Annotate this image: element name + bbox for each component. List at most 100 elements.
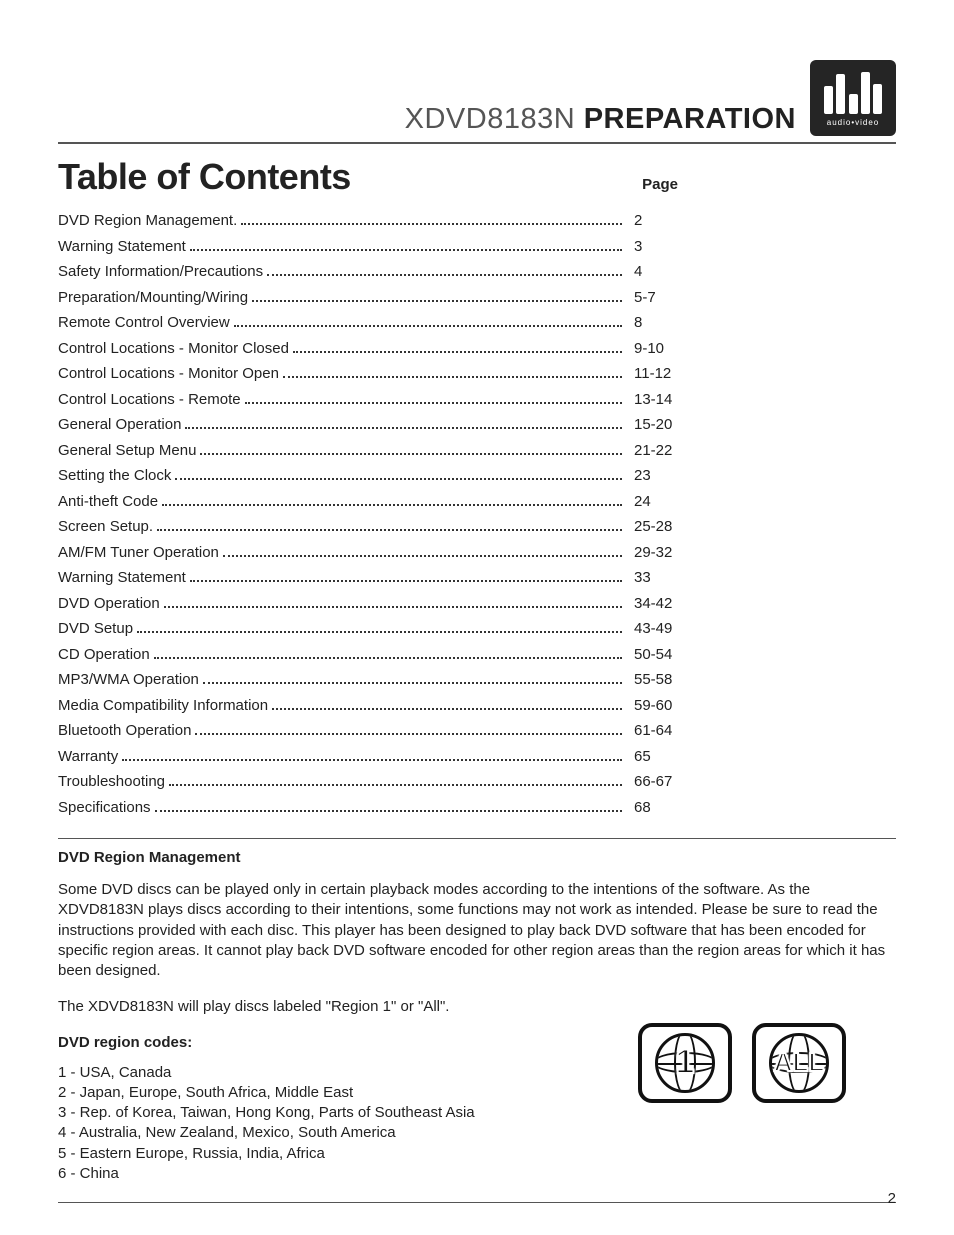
toc-page: 8 <box>628 310 678 336</box>
region-para-1: Some DVD discs can be played only in cer… <box>58 880 896 981</box>
toc-row: Setting the Clock23 <box>58 463 678 489</box>
toc-leader-dots <box>164 600 622 608</box>
toc-page: 11-12 <box>628 361 678 387</box>
toc-leader-dots <box>272 702 622 710</box>
toc-row: Bluetooth Operation 61-64 <box>58 718 678 744</box>
toc-page: 34-42 <box>628 591 678 617</box>
toc-leader-dots <box>195 728 622 736</box>
toc-label: Safety Information/Precautions <box>58 259 263 285</box>
toc-label: DVD Setup <box>58 616 133 642</box>
toc-label: Control Locations - Monitor Open <box>58 361 279 387</box>
region-1-icon: 1 <box>638 1023 732 1103</box>
toc-row: Safety Information/Precautions4 <box>58 259 678 285</box>
toc-label: Control Locations - Monitor Closed <box>58 336 289 362</box>
header-rule <box>58 142 896 144</box>
toc-row: Warning Statement3 <box>58 234 678 260</box>
region-icons: 1 ALL <box>638 1023 896 1103</box>
toc-row: MP3/WMA Operation55-58 <box>58 667 678 693</box>
toc-page: 50-54 <box>628 642 678 668</box>
toc-page: 61-64 <box>628 718 678 744</box>
toc-leader-dots <box>234 320 622 328</box>
toc-leader-dots <box>223 549 622 557</box>
toc-page: 55-58 <box>628 667 678 693</box>
header-title: XDVD8183N PREPARATION <box>405 103 796 136</box>
toc-leader-dots <box>190 575 622 583</box>
toc-leader-dots <box>157 524 622 532</box>
toc-row: General Setup Menu 21-22 <box>58 438 678 464</box>
toc-leader-dots <box>154 651 622 659</box>
toc-label: DVD Region Management. <box>58 208 237 234</box>
toc-page: 5-7 <box>628 285 678 311</box>
page-header: XDVD8183N PREPARATION audio•video <box>58 60 896 136</box>
toc-leader-dots <box>175 473 622 481</box>
toc-page: 25-28 <box>628 514 678 540</box>
toc-page: 9-10 <box>628 336 678 362</box>
toc-row: DVD Operation 34-42 <box>58 591 678 617</box>
toc-leader-dots <box>169 779 622 787</box>
region-code-line: 1 - USA, Canada <box>58 1063 475 1083</box>
toc-label: General Operation <box>58 412 181 438</box>
page-number: 2 <box>888 1190 896 1207</box>
toc-label: Bluetooth Operation <box>58 718 191 744</box>
toc-leader-dots <box>185 422 622 430</box>
toc-row: CD Operation50-54 <box>58 642 678 668</box>
toc-row: AM/FM Tuner Operation 29-32 <box>58 540 678 566</box>
toc-label: AM/FM Tuner Operation <box>58 540 219 566</box>
toc-label: DVD Operation <box>58 591 160 617</box>
brand-logo: audio•video <box>810 60 896 136</box>
region-codes-list: 1 - USA, Canada2 - Japan, Europe, South … <box>58 1063 475 1185</box>
toc-row: Media Compatibility Information59-60 <box>58 693 678 719</box>
toc-row: Screen Setup.25-28 <box>58 514 678 540</box>
section-name: PREPARATION <box>584 103 796 135</box>
footer-rule <box>58 1202 896 1203</box>
toc-label: Anti-theft Code <box>58 489 158 515</box>
logo-bars-icon <box>824 72 882 114</box>
toc-row: Anti-theft Code 24 <box>58 489 678 515</box>
toc-leader-dots <box>252 294 622 302</box>
toc-leader-dots <box>190 243 622 251</box>
toc-label: Preparation/Mounting/Wiring <box>58 285 248 311</box>
toc-page: 29-32 <box>628 540 678 566</box>
toc-page-label: Page <box>642 176 678 193</box>
region-code-line: 5 - Eastern Europe, Russia, India, Afric… <box>58 1144 475 1164</box>
toc-row: Control Locations - Monitor Closed 9-10 <box>58 336 678 362</box>
toc-leader-dots <box>283 371 622 379</box>
toc-page: 21-22 <box>628 438 678 464</box>
toc-page: 66-67 <box>628 769 678 795</box>
toc-leader-dots <box>267 269 622 277</box>
toc-row: Preparation/Mounting/Wiring 5-7 <box>58 285 678 311</box>
toc-page: 13-14 <box>628 387 678 413</box>
toc-page: 68 <box>628 795 678 821</box>
region-1-label: 1 <box>676 1043 695 1082</box>
toc-label: Remote Control Overview <box>58 310 230 336</box>
toc-leader-dots <box>293 345 622 353</box>
toc-leader-dots <box>162 498 622 506</box>
toc-row: Control Locations - Monitor Open 11-12 <box>58 361 678 387</box>
region-para-2: The XDVD8183N will play discs labeled "R… <box>58 997 896 1017</box>
toc-leader-dots <box>155 804 622 812</box>
toc-leader-dots <box>245 396 622 404</box>
toc-leader-dots <box>122 753 622 761</box>
toc-page: 2 <box>628 208 678 234</box>
toc-label: Specifications <box>58 795 151 821</box>
toc-label: Control Locations - Remote <box>58 387 241 413</box>
toc-row: Remote Control Overview 8 <box>58 310 678 336</box>
toc-row: General Operation15-20 <box>58 412 678 438</box>
logo-tagline: audio•video <box>827 118 880 127</box>
region-code-line: 4 - Australia, New Zealand, Mexico, Sout… <box>58 1123 475 1143</box>
toc-label: Troubleshooting <box>58 769 165 795</box>
toc-list: DVD Region Management.2Warning Statement… <box>58 208 678 820</box>
region-heading: DVD Region Management <box>58 849 896 866</box>
toc-row: DVD Setup43-49 <box>58 616 678 642</box>
region-code-line: 6 - China <box>58 1164 475 1184</box>
toc-page: 65 <box>628 744 678 770</box>
toc-row: Troubleshooting 66-67 <box>58 769 678 795</box>
toc-row: Warning Statement33 <box>58 565 678 591</box>
toc-row: DVD Region Management. 2 <box>58 208 678 234</box>
toc-leader-dots <box>203 677 622 685</box>
toc-label: Media Compatibility Information <box>58 693 268 719</box>
toc-row: Specifications 68 <box>58 795 678 821</box>
toc-header: Table of Contents Page <box>58 156 678 198</box>
toc-page: 24 <box>628 489 678 515</box>
toc-label: General Setup Menu <box>58 438 196 464</box>
